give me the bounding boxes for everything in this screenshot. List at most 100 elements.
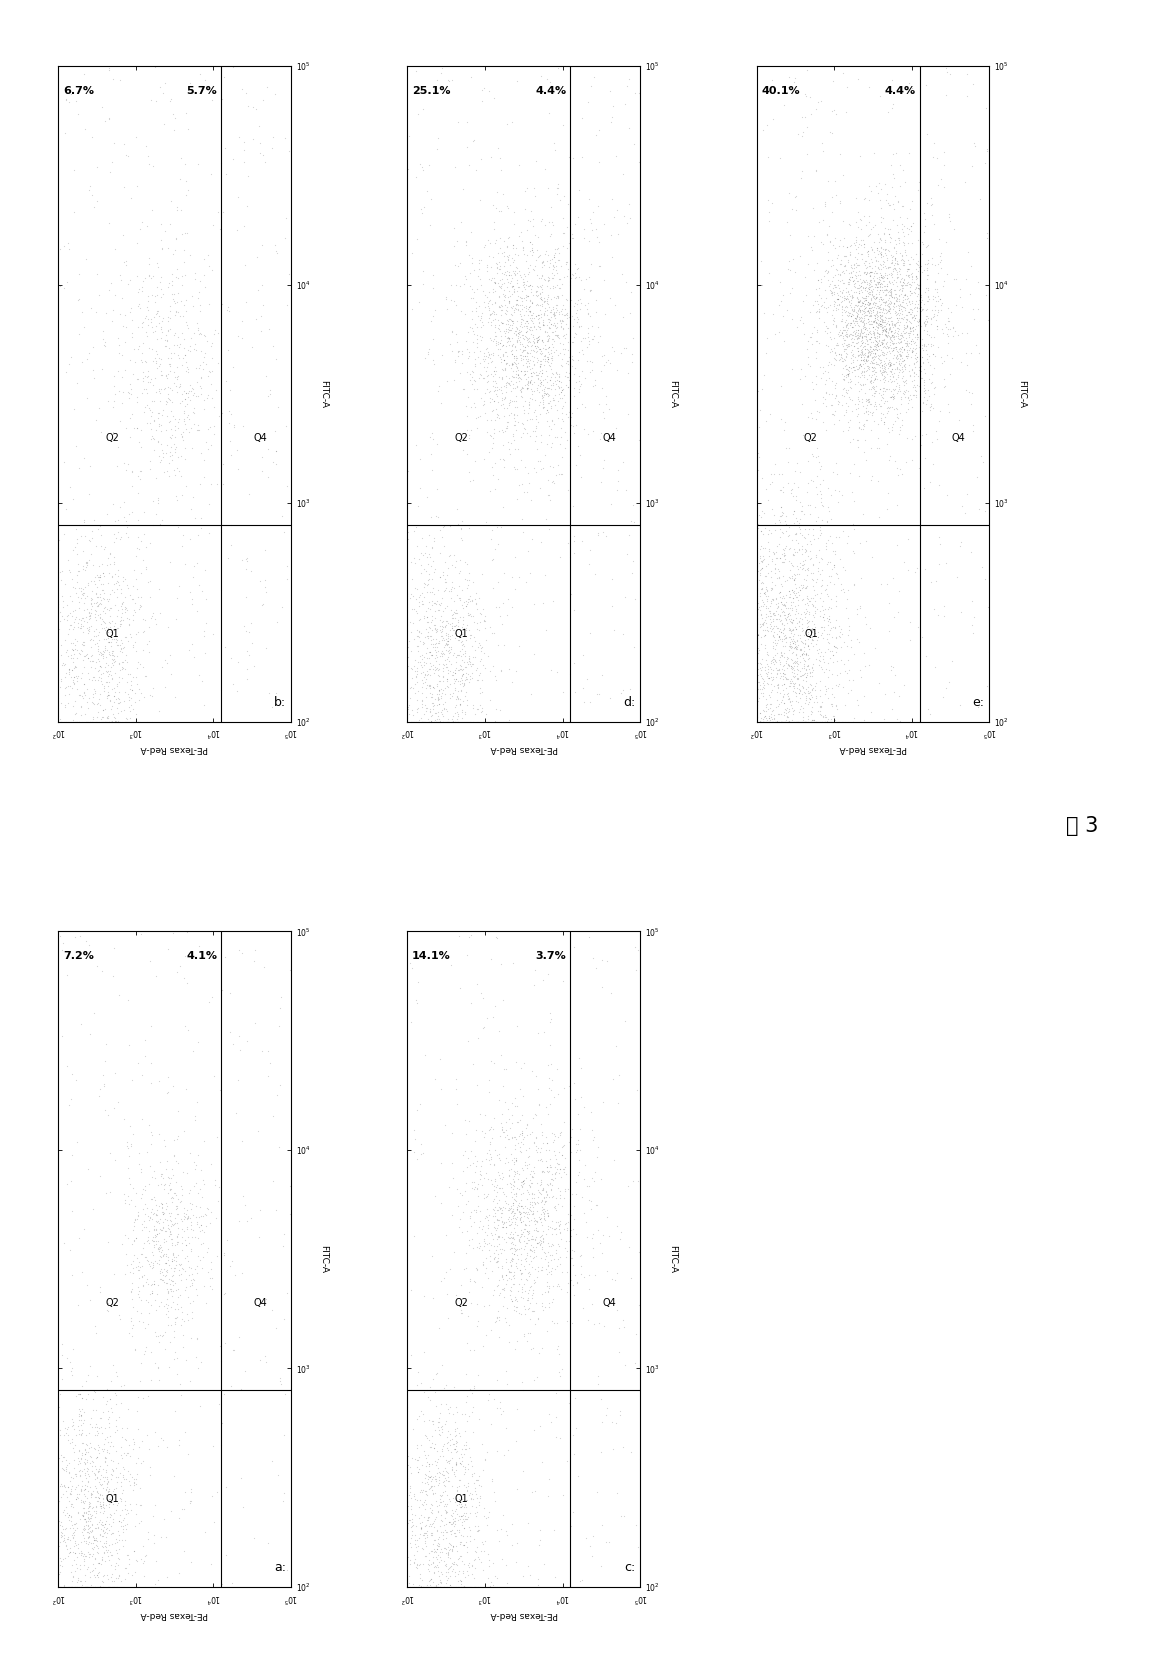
- Point: [582, 276, 601, 302]
- Point: [545, 299, 563, 326]
- Point: [484, 388, 503, 415]
- Point: [88, 1458, 107, 1484]
- Point: [910, 334, 929, 360]
- Point: [87, 1527, 106, 1554]
- Point: [150, 1367, 169, 1393]
- Point: [523, 1298, 541, 1324]
- Point: [140, 1253, 158, 1279]
- Point: [413, 1509, 432, 1536]
- Point: [438, 1499, 456, 1526]
- Point: [809, 296, 828, 322]
- Point: [439, 660, 457, 686]
- Point: [192, 1217, 211, 1243]
- Point: [821, 608, 839, 635]
- Point: [172, 1215, 191, 1241]
- Point: [471, 679, 490, 706]
- Point: [106, 1060, 125, 1086]
- Point: [176, 410, 194, 436]
- Point: [790, 650, 809, 676]
- Point: [516, 179, 534, 205]
- Point: [78, 1431, 97, 1458]
- Point: [811, 703, 830, 729]
- Point: [433, 709, 452, 736]
- Point: [504, 1231, 523, 1258]
- Point: [860, 250, 879, 276]
- Point: [94, 1486, 113, 1512]
- Point: [95, 633, 114, 660]
- Point: [485, 707, 504, 734]
- Point: [176, 1479, 194, 1506]
- Point: [753, 587, 772, 613]
- Point: [824, 410, 843, 436]
- Point: [76, 506, 94, 532]
- Point: [143, 1255, 162, 1281]
- Point: [421, 1565, 440, 1592]
- Point: [459, 1408, 477, 1435]
- Point: [157, 1241, 176, 1268]
- Point: [768, 709, 787, 736]
- Point: [903, 299, 922, 326]
- Point: [924, 597, 943, 623]
- Point: [865, 408, 883, 435]
- Point: [76, 1567, 94, 1593]
- Point: [863, 269, 881, 296]
- Point: [439, 1486, 457, 1512]
- Point: [523, 1164, 541, 1190]
- Point: [183, 1038, 201, 1065]
- Point: [872, 311, 890, 337]
- Point: [121, 1187, 140, 1213]
- Point: [818, 167, 837, 193]
- Point: [923, 369, 942, 395]
- Point: [402, 1342, 420, 1369]
- Point: [542, 1175, 561, 1202]
- Point: [491, 273, 510, 299]
- Point: [824, 291, 843, 317]
- Point: [455, 1491, 474, 1517]
- Point: [767, 565, 786, 592]
- Point: [890, 683, 909, 709]
- Point: [73, 1488, 92, 1514]
- Point: [452, 678, 470, 704]
- Point: [846, 321, 865, 347]
- Point: [547, 1155, 566, 1182]
- Point: [470, 349, 489, 375]
- Point: [506, 374, 525, 400]
- Point: [849, 355, 867, 382]
- Point: [585, 1261, 604, 1288]
- Point: [506, 347, 525, 374]
- Point: [447, 612, 466, 638]
- Point: [874, 312, 893, 339]
- Point: [177, 1202, 196, 1228]
- Point: [548, 1174, 567, 1200]
- Point: [873, 299, 892, 326]
- Point: [893, 339, 911, 365]
- Point: [883, 345, 902, 372]
- Point: [516, 455, 534, 481]
- Point: [412, 154, 431, 180]
- Point: [203, 359, 221, 385]
- Point: [913, 286, 931, 312]
- Point: [769, 656, 788, 683]
- Point: [773, 709, 792, 736]
- Point: [88, 564, 107, 590]
- Point: [171, 1205, 190, 1231]
- Point: [538, 1154, 556, 1180]
- Point: [888, 261, 907, 288]
- Point: [496, 1056, 514, 1083]
- Point: [520, 1227, 539, 1253]
- Point: [478, 334, 497, 360]
- Point: [548, 1271, 567, 1298]
- Point: [438, 709, 456, 736]
- Point: [886, 182, 904, 208]
- Point: [569, 288, 588, 314]
- Point: [450, 1494, 469, 1521]
- Point: [773, 610, 792, 636]
- Point: [120, 1142, 139, 1169]
- Point: [519, 1276, 538, 1303]
- Point: [461, 1516, 480, 1542]
- Point: [766, 517, 785, 544]
- Point: [849, 233, 867, 260]
- Point: [161, 1175, 179, 1202]
- Point: [917, 387, 936, 413]
- Point: [539, 326, 558, 352]
